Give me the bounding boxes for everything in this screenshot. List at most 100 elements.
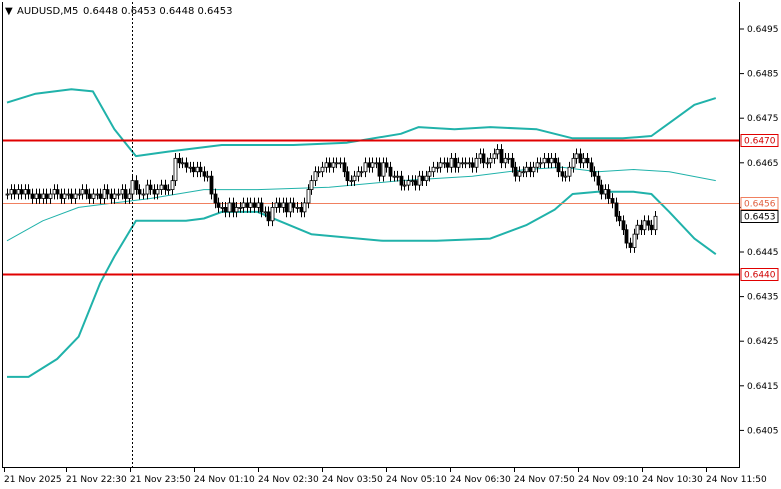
candle-body (417, 175, 422, 186)
candle-body (234, 206, 239, 213)
candle-body (470, 162, 475, 168)
candle-body (370, 162, 375, 168)
candle-body (553, 157, 558, 164)
candle-body (195, 166, 200, 173)
bollinger-middle-band (6, 166, 716, 242)
candle-body (431, 166, 436, 173)
time-tick-label: 21 Nov 2025 (4, 475, 62, 485)
candle-body (302, 202, 307, 213)
candle-body (9, 189, 14, 195)
candle-body (628, 242, 633, 248)
candle-body (567, 166, 572, 177)
candle-body (41, 193, 46, 199)
candle-body (259, 202, 264, 213)
candle-body (531, 166, 536, 173)
candle-body (449, 157, 454, 168)
candle-body (481, 153, 486, 164)
candle-body (542, 157, 547, 164)
candle-body (188, 166, 193, 169)
candle-body (316, 171, 321, 174)
candle-body (295, 206, 300, 209)
candle-body (374, 162, 379, 165)
time-tick-label: 24 Nov 02:30 (258, 475, 319, 485)
candle-body (453, 157, 458, 168)
candle-body (37, 193, 42, 199)
level-price-tag-label: 0.6470 (744, 137, 776, 147)
candle-body (359, 171, 364, 174)
candle-body (313, 171, 318, 182)
candle-body (159, 184, 164, 190)
candle-body (170, 180, 175, 190)
candle-body (198, 166, 203, 173)
candle-body (492, 153, 497, 159)
candle-body (352, 175, 357, 182)
time-tick-label: 24 Nov 09:10 (578, 475, 639, 485)
candle-body (392, 175, 397, 178)
candle-body (578, 153, 583, 164)
price-tick-label: 0.6495 (747, 25, 779, 35)
candle-body (603, 189, 608, 195)
candle-body (420, 175, 425, 182)
candle-body (367, 162, 372, 168)
candle-body (581, 157, 586, 164)
candle-body (528, 166, 533, 173)
candle-body (424, 175, 429, 182)
candle-body (653, 215, 658, 231)
candle-body (406, 180, 411, 186)
candle-body (166, 189, 171, 191)
time-tick-label: 24 Nov 01:10 (194, 475, 255, 485)
candle-body (23, 189, 28, 195)
candle-body (62, 193, 67, 199)
price-tick-label: 0.6475 (747, 114, 779, 124)
time-tick-label: 24 Nov 03:50 (322, 475, 383, 485)
candle-body (55, 189, 60, 195)
candle-body (231, 202, 236, 213)
candle-body (213, 193, 218, 204)
time-tick-label: 21 Nov 22:30 (66, 475, 127, 485)
candle-body (134, 180, 139, 190)
candle-body (155, 189, 160, 195)
candle-body (642, 220, 647, 231)
candle-body (66, 193, 71, 196)
candle-body (399, 175, 404, 186)
candle-body (574, 153, 579, 159)
candle-body (524, 166, 529, 173)
candle-body (30, 193, 35, 199)
candle-body (632, 233, 637, 248)
candle-body (606, 189, 611, 199)
candle-body (460, 162, 465, 165)
candle-body (284, 202, 289, 213)
candle-body (324, 162, 329, 168)
time-tick-label: 24 Nov 10:30 (642, 475, 703, 485)
candle-body (252, 202, 257, 208)
candle-body (19, 189, 24, 195)
candle-body (238, 206, 243, 209)
candle-body (274, 202, 279, 208)
candle-body (105, 189, 110, 195)
candle-body (87, 193, 92, 199)
candle-body (535, 162, 540, 168)
chart-menu-marker[interactable]: ▼ (5, 6, 13, 17)
level-price-tag (740, 197, 779, 210)
candle-body (546, 157, 551, 164)
candle-body (556, 162, 561, 173)
candle-body (209, 175, 214, 195)
candle-body (145, 184, 150, 195)
candle-body (384, 162, 389, 168)
candle-body (388, 166, 393, 177)
candle-body (77, 193, 82, 196)
candle-body (5, 193, 10, 196)
candle-body (413, 180, 418, 186)
price-tick-label: 0.6435 (747, 293, 779, 303)
candle-body (227, 202, 232, 213)
candle-body (191, 166, 196, 173)
candle-body (456, 162, 461, 168)
candle-body (26, 189, 31, 195)
candle-body (592, 171, 597, 177)
candle-body (442, 162, 447, 165)
candle-body (560, 171, 565, 177)
candle-body (123, 189, 128, 199)
candle-body (345, 171, 350, 182)
candle-body (256, 202, 261, 208)
